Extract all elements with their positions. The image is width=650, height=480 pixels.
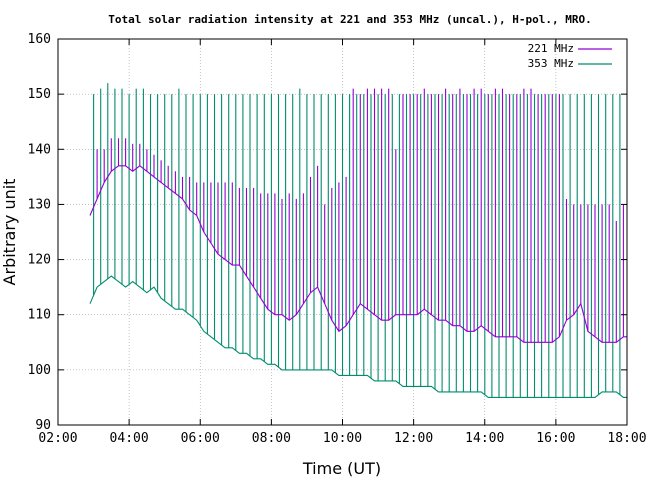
y-tick-label: 110 [28, 308, 51, 323]
x-tick-label: 16:00 [536, 431, 575, 446]
legend-label-353: 353 MHz [528, 57, 574, 70]
x-tick-label: 14:00 [465, 431, 504, 446]
y-tick-label: 160 [28, 32, 51, 47]
y-axis-label: Arbitrary unit [0, 179, 19, 286]
ticks [57, 38, 628, 426]
y-tick-label: 90 [35, 418, 51, 433]
legend: 221 MHz 353 MHz [528, 42, 612, 70]
y-tick-labels: 90 100 110 120 130 140 150 160 [28, 32, 51, 433]
y-tick-label: 150 [28, 87, 51, 102]
y-tick-label: 100 [28, 363, 51, 378]
series-layer [89, 83, 627, 398]
x-tick-label: 06:00 [181, 431, 220, 446]
y-tick-label: 140 [28, 142, 51, 157]
x-axis-label: Time (UT) [302, 459, 381, 478]
chart-title: Total solar radiation intensity at 221 a… [108, 13, 591, 26]
series-line-221 [89, 165, 627, 343]
legend-label-221: 221 MHz [528, 42, 574, 55]
series-line-353 [89, 275, 627, 398]
y-tick-label: 120 [28, 253, 51, 268]
x-tick-label: 08:00 [252, 431, 291, 446]
x-tick-label: 18:00 [607, 431, 646, 446]
x-tick-label: 12:00 [394, 431, 433, 446]
x-tick-label: 10:00 [323, 431, 362, 446]
x-tick-label: 04:00 [110, 431, 149, 446]
y-tick-label: 130 [28, 197, 51, 212]
x-tick-label: 02:00 [38, 431, 77, 446]
x-tick-labels: 02:00 04:00 06:00 08:00 10:00 12:00 14:00 16:00… [38, 431, 646, 446]
